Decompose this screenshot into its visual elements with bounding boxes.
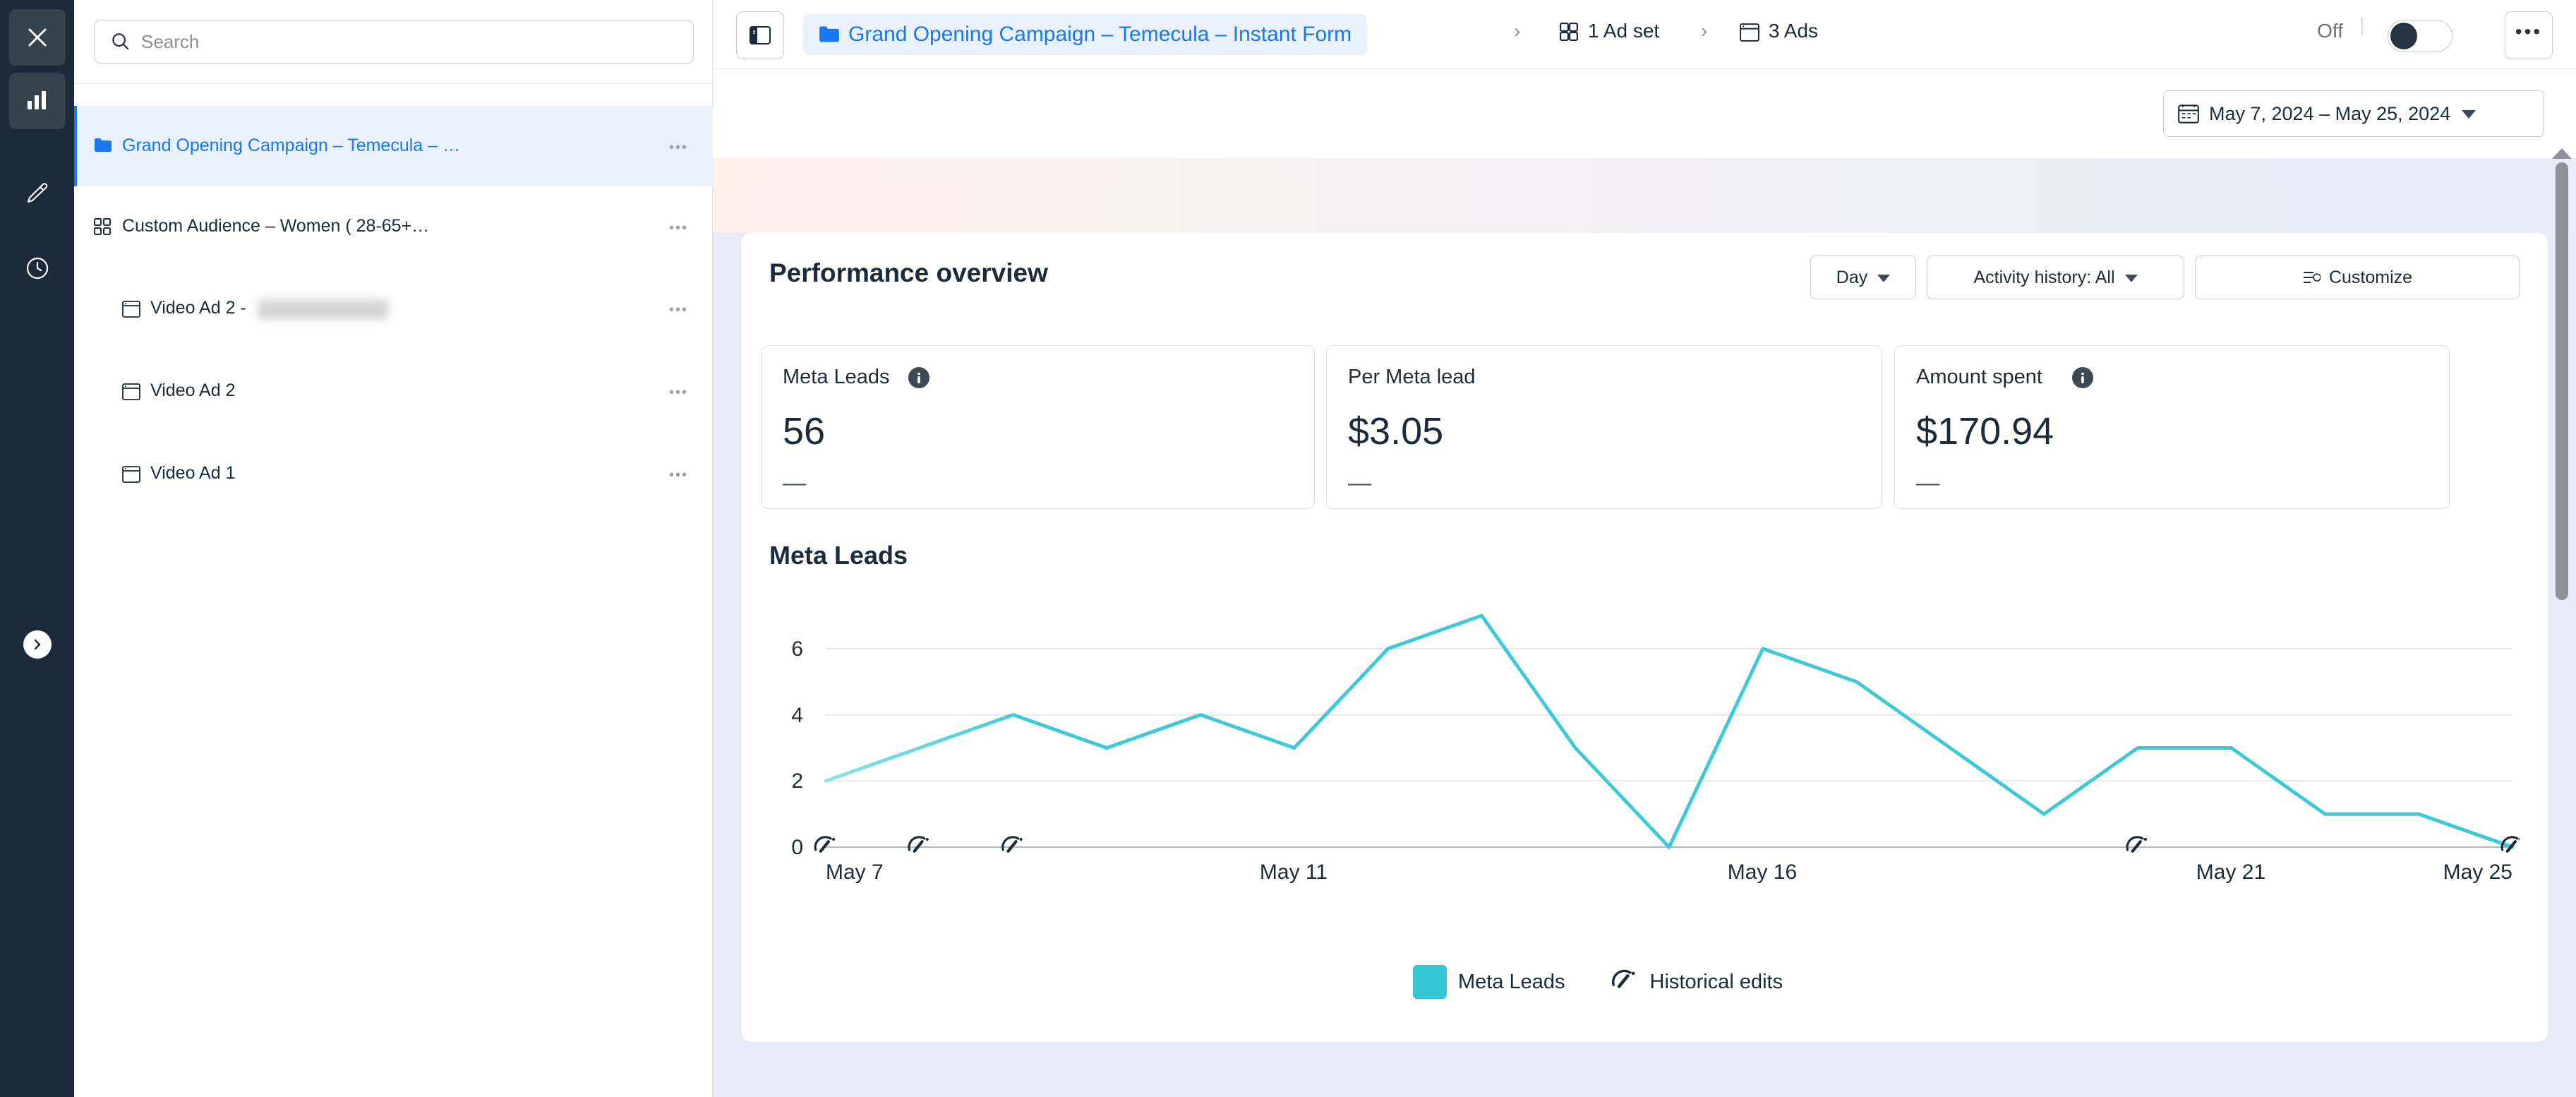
svg-text:May 7: May 7	[826, 861, 884, 884]
svg-text:May 11: May 11	[1260, 861, 1328, 884]
svg-text:May 16: May 16	[1728, 861, 1797, 884]
svg-text:May 21: May 21	[2196, 861, 2265, 884]
svg-text:May 25: May 25	[2443, 861, 2512, 884]
svg-text:2: 2	[791, 769, 803, 793]
svg-text:4: 4	[791, 704, 803, 727]
svg-text:0: 0	[791, 836, 803, 859]
svg-text:6: 6	[791, 637, 803, 661]
